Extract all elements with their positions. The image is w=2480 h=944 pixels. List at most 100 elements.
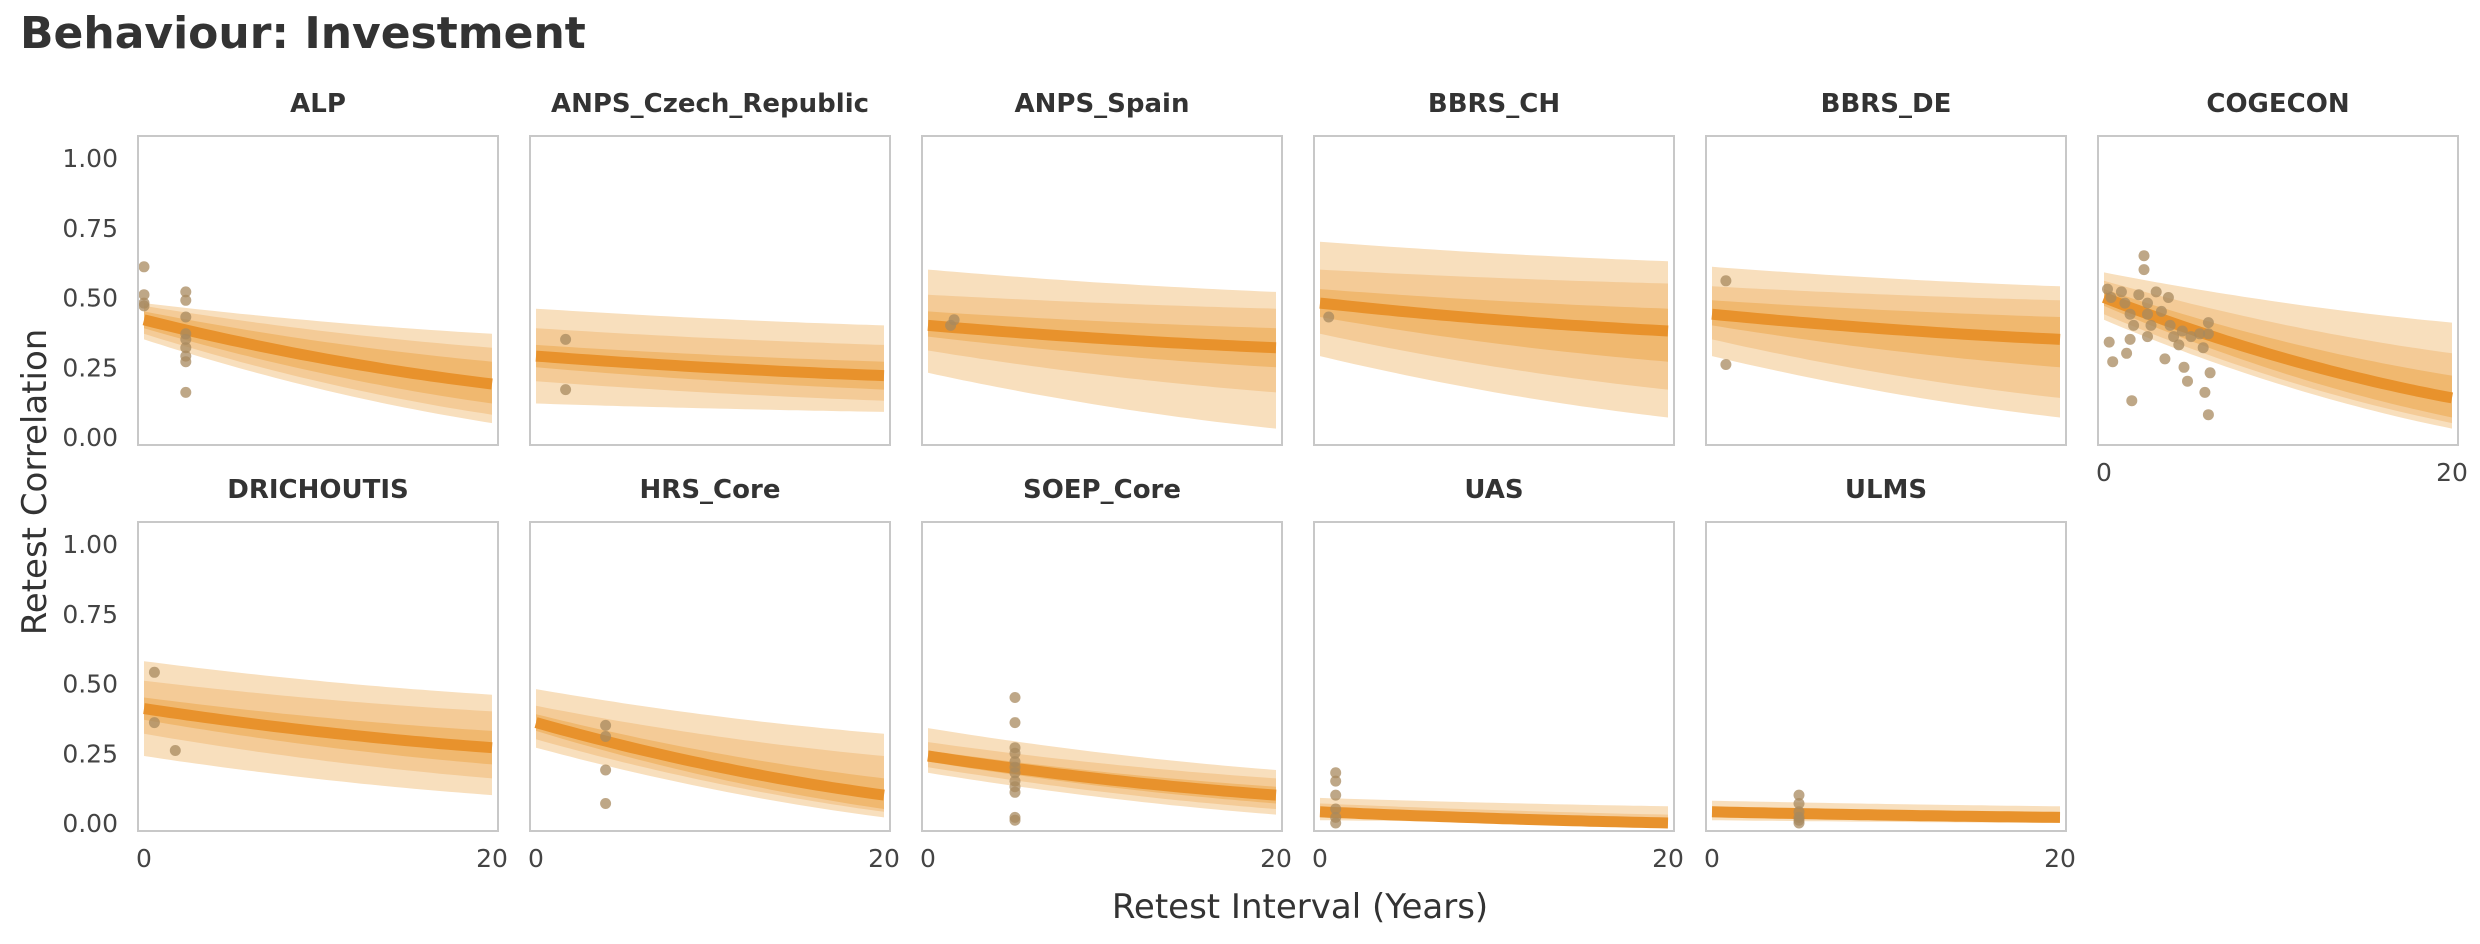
data-point — [1009, 747, 1021, 759]
trend-line — [927, 750, 1277, 801]
panel-frame — [1313, 521, 1675, 832]
data-point — [1720, 275, 1732, 287]
data-point — [1330, 775, 1342, 787]
x-tick-label: 0 — [136, 844, 152, 873]
data-point — [2124, 308, 2136, 320]
trend-line — [1711, 308, 2061, 345]
data-point — [180, 386, 192, 398]
data-point — [2121, 347, 2133, 359]
panel-ULMS: ULMS 0 20 — [1704, 475, 2076, 873]
x-tick-label: 20 — [2044, 844, 2076, 873]
data-point — [2164, 319, 2176, 331]
data-point — [2159, 353, 2171, 365]
panel-frame — [921, 135, 1283, 446]
x-tick-label: 20 — [2436, 458, 2468, 487]
y-tick-label: 0.00 — [62, 423, 118, 452]
data-point — [1323, 311, 1335, 323]
panel-frame — [1705, 135, 2067, 446]
x-tick-label: 0 — [528, 844, 544, 873]
data-point — [1009, 814, 1021, 826]
data-point — [1793, 798, 1805, 809]
data-point — [2155, 305, 2167, 317]
panel-title: UAS — [1464, 475, 1523, 505]
panel-frame — [1313, 135, 1675, 446]
data-point — [2145, 319, 2157, 331]
y-tick-label: 0.75 — [62, 600, 118, 629]
data-point — [2115, 286, 2127, 298]
data-point — [2176, 325, 2188, 337]
panel-frame — [921, 521, 1283, 832]
data-point — [1330, 817, 1342, 829]
panel-title: ULMS — [1845, 475, 1927, 505]
data-point — [148, 717, 160, 729]
data-point — [2202, 409, 2214, 421]
panel-title: BBRS_CH — [1428, 89, 1560, 119]
data-point — [2142, 297, 2153, 309]
data-point — [560, 333, 572, 345]
data-point — [600, 764, 612, 776]
trend-line — [927, 319, 1277, 354]
chart-title: Behaviour: Investment — [20, 8, 586, 59]
data-point — [1793, 789, 1805, 801]
data-point — [2124, 333, 2136, 345]
data-point — [2102, 283, 2113, 295]
data-point — [2128, 319, 2140, 331]
trend-line — [143, 703, 493, 754]
data-point — [945, 319, 957, 331]
data-point — [2204, 367, 2216, 379]
data-point — [180, 286, 192, 298]
panel-frame — [2097, 135, 2459, 446]
data-point — [1330, 789, 1342, 801]
data-point — [2178, 361, 2190, 373]
panel-DRICHOUTIS: DRICHOUTIS 0.00 0.25 0.50 0.75 1.00 0 20 — [62, 475, 508, 873]
data-point — [2138, 250, 2150, 262]
trend-line — [1319, 806, 1669, 829]
data-point — [148, 666, 160, 678]
panel-SOEP_Core: SOEP_Core 0 20 — [920, 475, 1292, 873]
y-tick-label: 1.00 — [62, 530, 118, 559]
data-point — [2162, 292, 2174, 303]
data-point — [1793, 817, 1805, 829]
panel-title: BBRS_DE — [1821, 89, 1952, 119]
y-axis-label: Retest Correlation — [15, 329, 55, 636]
x-tick-label: 20 — [1652, 844, 1684, 873]
data-point — [1009, 692, 1021, 703]
y-tick-label: 0.00 — [62, 809, 118, 838]
x-tick-label: 0 — [1312, 844, 1328, 873]
data-point — [1720, 359, 1732, 370]
data-point — [600, 798, 612, 809]
x-tick-label: 20 — [476, 844, 508, 873]
panel-title: HRS_Core — [640, 475, 781, 505]
panel-frame — [137, 521, 499, 832]
panel-BBRS_CH: BBRS_CH — [1313, 89, 1675, 446]
data-point — [2197, 342, 2209, 354]
y-tick-label: 0.50 — [62, 284, 118, 313]
panel-UAS: UAS 0 20 — [1312, 475, 1684, 873]
x-axis-label: Retest Interval (Years) — [1112, 887, 1488, 927]
data-point — [560, 384, 572, 396]
trend-line — [142, 314, 493, 390]
data-point — [180, 356, 192, 368]
data-point — [180, 311, 192, 323]
data-point — [2133, 289, 2145, 301]
data-point — [2150, 286, 2162, 298]
trend-line — [2101, 292, 2453, 404]
y-tick-label: 0.75 — [62, 214, 118, 243]
data-point — [2142, 331, 2153, 343]
panel-frame — [529, 135, 891, 446]
data-point — [2168, 331, 2180, 343]
x-tick-label: 20 — [868, 844, 900, 873]
data-point — [169, 745, 181, 756]
panel-BBRS_DE: BBRS_DE — [1705, 89, 2067, 446]
panel-title: ANPS_Czech_Republic — [551, 89, 869, 119]
data-point — [2103, 336, 2115, 348]
panel-title: DRICHOUTIS — [227, 475, 408, 505]
data-point — [600, 731, 612, 742]
panel-COGECON: COGECON 0 20 — [2096, 89, 2468, 487]
data-point — [2202, 328, 2214, 340]
x-tick-label: 20 — [1260, 844, 1292, 873]
y-tick-label: 1.00 — [62, 144, 118, 173]
panel-title: COGECON — [2206, 89, 2349, 119]
data-point — [138, 261, 150, 273]
